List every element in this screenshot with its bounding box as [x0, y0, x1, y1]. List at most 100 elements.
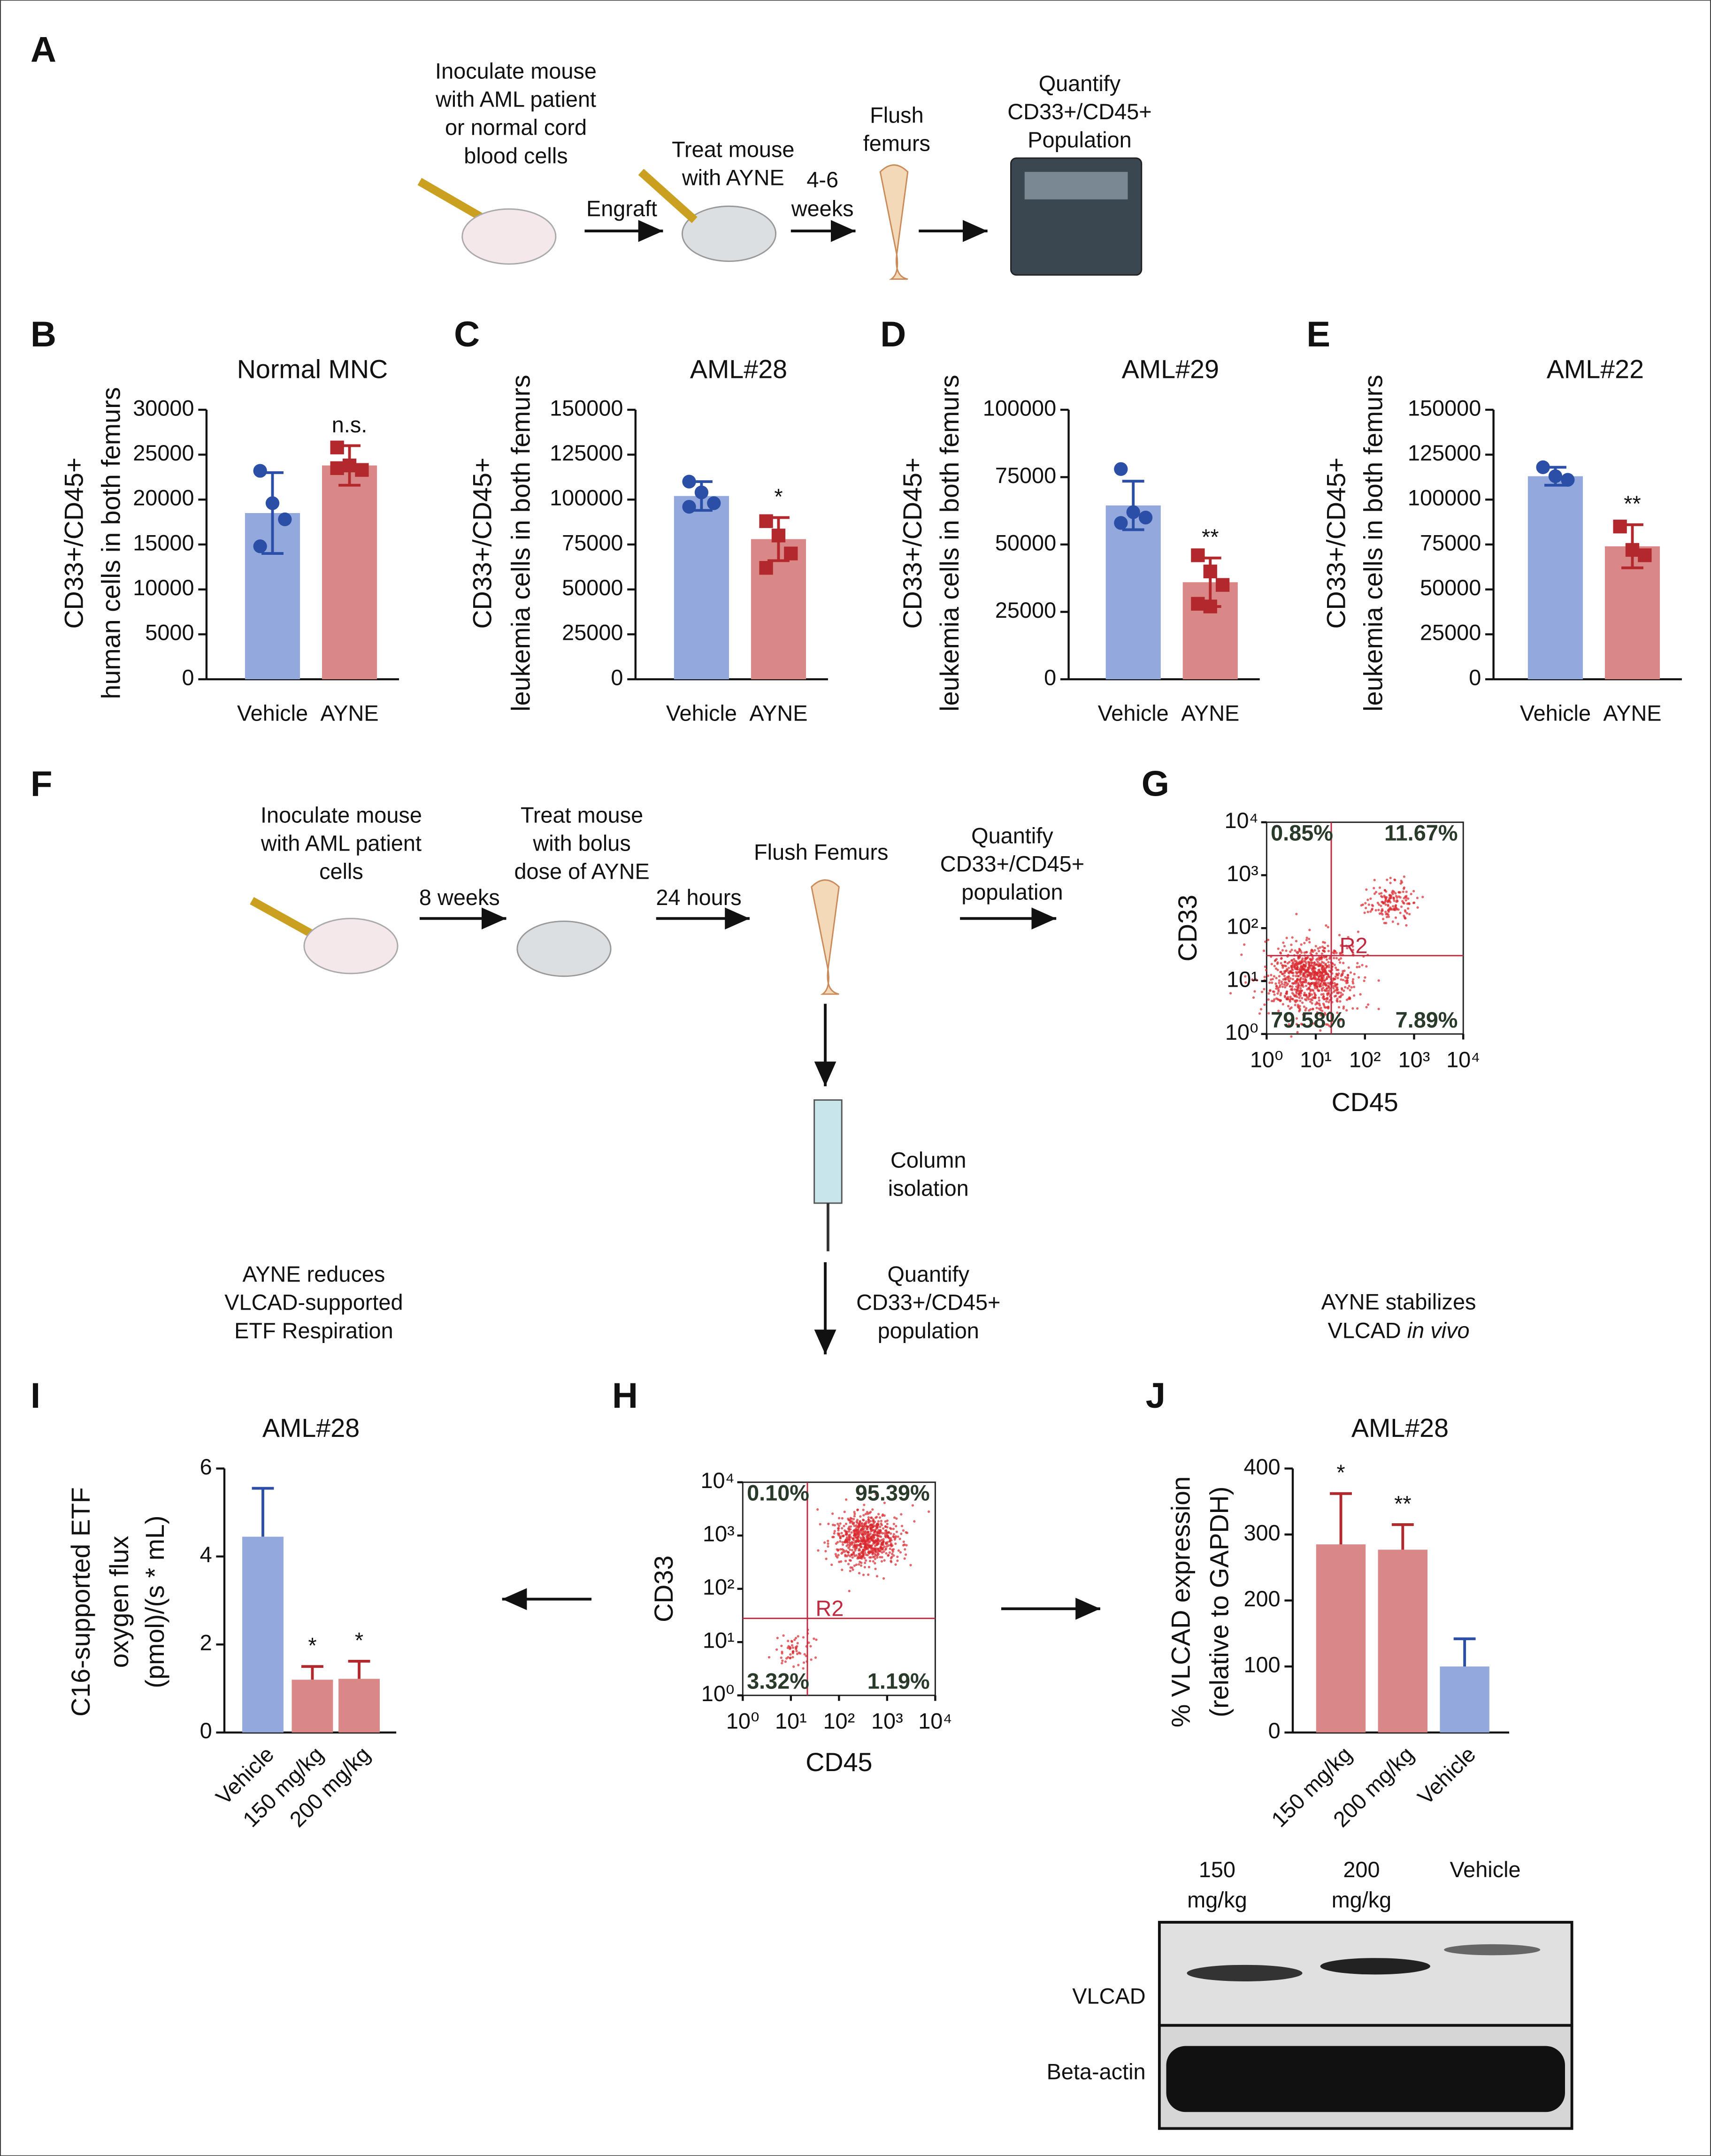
event-dot: [1332, 990, 1335, 993]
event-dot: [866, 1548, 869, 1550]
event-dot: [1269, 978, 1273, 981]
event-dot: [1314, 976, 1317, 979]
panel-label: J: [1146, 1376, 1166, 1416]
event-dot: [858, 1552, 860, 1555]
event-dot: [851, 1556, 854, 1559]
event-dot: [1294, 1004, 1297, 1006]
event-dot: [1309, 1012, 1312, 1015]
event-dot: [897, 1535, 899, 1538]
event-dot: [857, 1556, 859, 1558]
event-dot: [1280, 962, 1282, 965]
event-dot: [780, 1644, 783, 1647]
event-dot: [1310, 993, 1313, 996]
event-dot: [1296, 951, 1299, 955]
event-dot: [855, 1524, 858, 1527]
bar: [1440, 1666, 1489, 1733]
event-dot: [1349, 971, 1352, 974]
event-dot: [795, 1650, 798, 1652]
step-text: Quantify: [1039, 71, 1121, 96]
event-dot: [844, 1522, 848, 1525]
event-dot: [898, 1537, 901, 1540]
event-dot: [1303, 951, 1306, 954]
event-dot: [1339, 1019, 1342, 1022]
event-dot: [881, 1532, 884, 1535]
event-dot: [1343, 969, 1346, 972]
event-dot: [1264, 965, 1266, 968]
event-dot: [827, 1522, 830, 1526]
step-text: CD33+/CD45+: [940, 852, 1084, 876]
event-dot: [886, 1522, 889, 1526]
event-dot: [1333, 963, 1336, 967]
quadrant-percent: 79.58%: [1271, 1008, 1345, 1032]
event-dot: [852, 1539, 855, 1542]
event-dot: [853, 1544, 856, 1548]
event-dot: [1356, 966, 1358, 968]
event-dot: [1318, 975, 1320, 978]
event-dot: [1337, 1006, 1341, 1009]
y-tick-label: 50000: [995, 530, 1056, 555]
event-dot: [1325, 972, 1327, 975]
event-dot: [1281, 1003, 1284, 1005]
data-point: [1126, 505, 1140, 519]
quadrant-percent: 11.67%: [1384, 821, 1458, 845]
event-dot: [789, 1657, 791, 1660]
event-dot: [1377, 1007, 1380, 1011]
event-dot: [1351, 949, 1354, 951]
event-dot: [1371, 907, 1374, 910]
event-dot: [1383, 894, 1386, 897]
event-dot: [854, 1534, 857, 1537]
event-dot: [1339, 991, 1343, 994]
event-dot: [831, 1535, 834, 1539]
event-dot: [1356, 962, 1359, 965]
y-axis-label: oxygen flux: [105, 1536, 134, 1668]
y-tick-label: 2: [200, 1631, 212, 1655]
event-dot: [1302, 977, 1304, 981]
event-dot: [874, 1544, 877, 1548]
chart-title: AML#22: [1547, 355, 1644, 384]
event-dot: [1319, 946, 1321, 949]
event-dot: [792, 1665, 795, 1668]
data-point: [1613, 520, 1627, 534]
event-dot: [876, 1542, 879, 1545]
event-dot: [790, 1644, 794, 1647]
event-dot: [836, 1522, 839, 1526]
event-dot: [780, 1656, 783, 1659]
note-text: AYNE reduces: [242, 1262, 385, 1287]
x-tick-label: 10¹: [775, 1709, 807, 1734]
bar: [1105, 505, 1161, 680]
event-dot: [1349, 997, 1351, 1000]
event-dot: [1380, 892, 1383, 895]
significance: *: [355, 1628, 363, 1652]
data-point: [784, 546, 798, 560]
event-dot: [873, 1536, 875, 1539]
y-tick-label: 150000: [1408, 396, 1481, 420]
event-dot: [1308, 966, 1311, 969]
event-dot: [867, 1573, 870, 1576]
event-dot: [789, 1653, 792, 1656]
y-tick-label: 100000: [1408, 486, 1481, 510]
event-dot: [1280, 992, 1282, 995]
event-dot: [1287, 1005, 1290, 1008]
event-dot: [1340, 973, 1343, 976]
event-dot: [890, 1560, 893, 1564]
event-dot: [846, 1543, 850, 1546]
event-dot: [1266, 938, 1270, 941]
event-dot: [1327, 1001, 1330, 1004]
event-dot: [1373, 892, 1376, 895]
x-tick-label: 10³: [1398, 1048, 1430, 1072]
event-dot: [1286, 969, 1289, 972]
event-dot: [1324, 1013, 1327, 1016]
lane-label: 200: [1343, 1857, 1380, 1882]
significance: **: [1624, 491, 1641, 516]
event-dot: [1389, 908, 1392, 911]
event-dot: [1312, 957, 1314, 959]
event-dot: [866, 1511, 869, 1513]
event-dot: [1386, 878, 1389, 881]
event-dot: [911, 1504, 914, 1507]
event-dot: [884, 1548, 887, 1551]
event-dot: [1290, 1035, 1293, 1038]
event-dot: [890, 1543, 892, 1546]
event-dot: [1267, 992, 1270, 995]
event-dot: [1273, 965, 1276, 967]
event-dot: [850, 1531, 853, 1534]
